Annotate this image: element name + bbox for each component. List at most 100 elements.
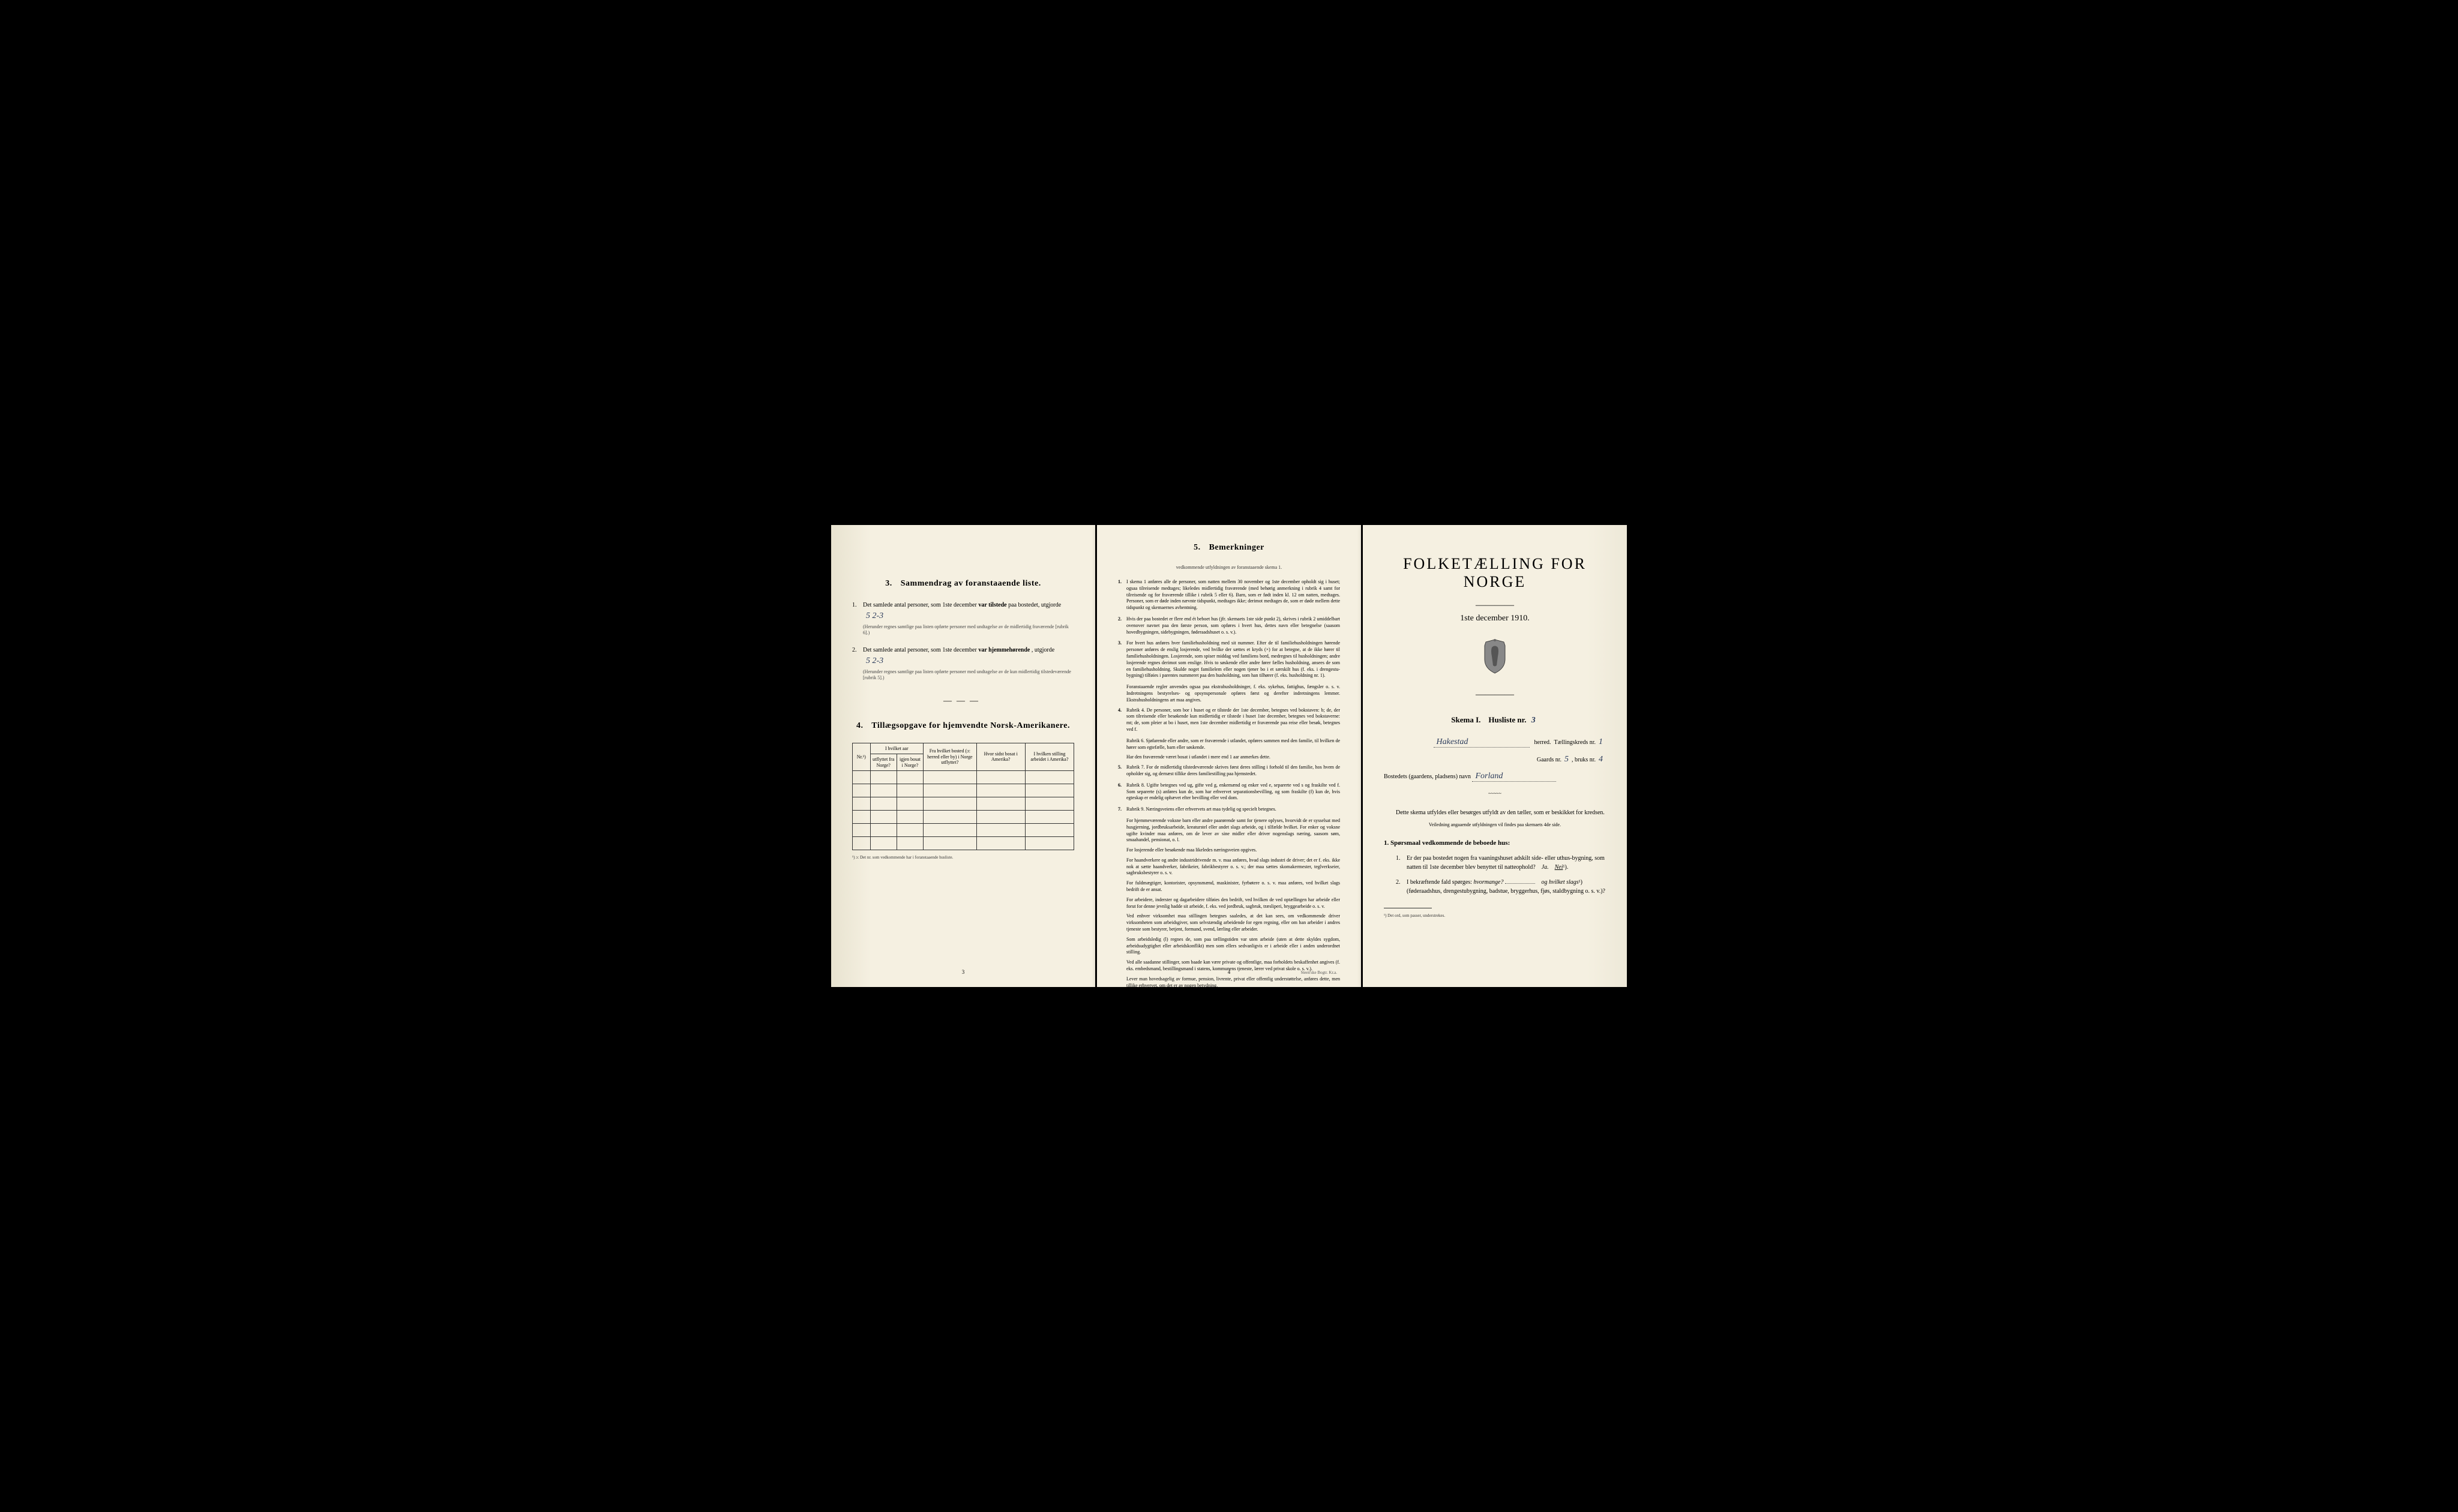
table-cell	[853, 797, 871, 811]
item-1-content: Det samlede antal personer, som 1ste dec…	[863, 601, 1074, 637]
item-2-value: 5 2-3	[863, 655, 886, 667]
item-2-note: (Herunder regnes samtlige paa listen opf…	[863, 669, 1074, 682]
remark-item: 6.Rubrik 8. Ugifte betegnes ved ug, gift…	[1118, 782, 1340, 802]
main-title: FOLKETÆLLING FOR NORGE	[1384, 555, 1606, 591]
divider: ———	[852, 697, 1074, 706]
q2-hvor: hvormange?	[1473, 879, 1503, 886]
bosted-label: Bostedets (gaardens, pladsens) navn	[1384, 773, 1471, 780]
table-row	[853, 784, 1074, 797]
table-cell	[924, 824, 977, 837]
remark-sub: Foranstaaende regler anvendes ogsaa paa …	[1126, 684, 1340, 703]
taellingskreds-label: Tællingskreds nr.	[1554, 739, 1596, 746]
remark-num: 7.	[1118, 806, 1126, 813]
table-cell	[1025, 771, 1074, 784]
th-aar-group: I hvilket aar	[870, 743, 924, 754]
q2-sup: ¹)	[1579, 879, 1582, 886]
table-body	[853, 771, 1074, 850]
amerikanere-table: Nr.¹) I hvilket aar Fra hvilket bosted (…	[852, 743, 1074, 851]
table-cell	[853, 811, 871, 824]
section-3-heading: 3. Sammendrag av foranstaaende liste.	[852, 579, 1074, 589]
table-cell	[976, 784, 1025, 797]
remark-num: 8.	[1118, 1003, 1126, 1009]
remark-sub: Ved forhenværende næringsdrivende, embed…	[1126, 992, 1340, 999]
table-cell	[870, 811, 897, 824]
remark-item: 1.I skema 1 anføres alle de personer, so…	[1118, 579, 1340, 611]
table-cell	[870, 797, 897, 811]
page-right: FOLKETÆLLING FOR NORGE ———— 1ste decembe…	[1363, 525, 1627, 987]
table-cell	[853, 824, 871, 837]
remark-text: I skema 1 anføres alle de personer, som …	[1126, 579, 1340, 611]
item-2-text-after: , utgjorde	[1032, 647, 1054, 653]
remark-sub: For fuldmægtiger, kontorister, opsynsmæn…	[1126, 880, 1340, 893]
section-3-title: Sammendrag av foranstaaende liste.	[901, 579, 1041, 588]
summary-item-2: 2. Det samlede antal personer, som 1ste …	[852, 646, 1074, 682]
q2-num: 2.	[1396, 878, 1407, 896]
q1-sup: ¹).	[1563, 864, 1569, 871]
table-cell	[1025, 837, 1074, 850]
remark-num: 1.	[1118, 579, 1126, 611]
bruks-nr: 4	[1596, 755, 1606, 764]
th-utflyttet: utflyttet fra Norge?	[870, 754, 897, 771]
item-1-bold: var tilstede	[978, 602, 1006, 608]
table-row	[853, 824, 1074, 837]
question-2: 2. I bekræftende fald spørges: hvormange…	[1396, 878, 1606, 896]
shield-icon	[1480, 638, 1510, 674]
page3-footnote: ¹) Det ord, som passer, understrekes.	[1384, 913, 1606, 918]
remark-text: Rubrik 7. For de midlertidig tilstedevær…	[1126, 764, 1340, 778]
q2-hvilket: hvilket slags	[1549, 879, 1579, 886]
section-4-heading: 4. Tillægsopgave for hjemvendte Norsk-Am…	[852, 721, 1074, 731]
section-3-number: 3.	[885, 579, 892, 588]
table-cell	[853, 784, 871, 797]
page-left: 3. Sammendrag av foranstaaende liste. 1.…	[831, 525, 1095, 987]
q-heading-num: 1.	[1384, 839, 1389, 847]
table-cell	[853, 771, 871, 784]
table-cell	[924, 811, 977, 824]
item-1-note: (Herunder regnes samtlige paa listen opf…	[863, 624, 1074, 637]
remark-sub: Som arbeidsledig (l) regnes de, som paa …	[1126, 937, 1340, 956]
table-cell	[976, 824, 1025, 837]
table-cell	[976, 811, 1025, 824]
remark-text: Rubrik 4. De personer, som bor i huset o…	[1126, 707, 1340, 733]
document-container: 3. Sammendrag av foranstaaende liste. 1.…	[831, 525, 1627, 987]
item-1-num: 1.	[852, 601, 863, 637]
remark-item: 3.For hvert hus anføres hver familiehush…	[1118, 640, 1340, 679]
item-2-bold: var hjemmehørende	[978, 647, 1030, 653]
herred-value: Hakestad	[1434, 737, 1471, 747]
page-number-4: 4	[1228, 969, 1231, 975]
remark-num: 6.	[1118, 782, 1126, 802]
remark-item: 8.Rubrik 14. Sinker og lignende aandsslø…	[1118, 1003, 1340, 1009]
section-4-title: Tillægsopgave for hjemvendte Norsk-Ameri…	[871, 721, 1070, 730]
coat-of-arms	[1384, 638, 1606, 677]
section-5-heading: 5. Bemerkninger	[1118, 543, 1340, 553]
table-cell	[1025, 784, 1074, 797]
item-2-content: Det samlede antal personer, som 1ste dec…	[863, 646, 1074, 682]
remark-item: 4.Rubrik 4. De personer, som bor i huset…	[1118, 707, 1340, 733]
item-1-text-after: paa bostedet, utgjorde	[1008, 602, 1061, 608]
remark-sub: Som blinde regnes de, som ikke har gangs…	[1126, 1014, 1340, 1021]
q1-text: Er der paa bostedet nogen fra vaaningshu…	[1407, 855, 1605, 871]
th-amerika: Hvor sidst bosat i Amerika?	[976, 743, 1025, 771]
page-center: 5. Bemerkninger vedkommende utfyldningen…	[1097, 525, 1361, 987]
q2-text-after: (føderaadshus, drengestubygning, badstue…	[1407, 888, 1605, 895]
item-1-value: 5 2-3	[863, 610, 886, 622]
gaards-label: Gaards nr.	[1537, 757, 1561, 763]
remark-sub: Lever man hovedsagelig av formue, pensio…	[1126, 976, 1340, 989]
question-1: 1. Er der paa bostedet nogen fra vaaning…	[1396, 854, 1606, 872]
th-stilling: I hvilken stilling arbeidet i Amerika?	[1025, 743, 1074, 771]
section-4-number: 4.	[856, 721, 864, 730]
table-cell	[924, 784, 977, 797]
table-cell	[1025, 797, 1074, 811]
remarks-container: 1.I skema 1 anføres alle de personer, so…	[1118, 579, 1340, 1021]
remark-sub: Har den fraværende været bosat i utlande…	[1126, 754, 1340, 761]
gaards-line: Gaards nr. 5 , bruks nr. 4	[1384, 755, 1606, 764]
herred-label: herred.	[1534, 739, 1551, 746]
table-cell	[870, 784, 897, 797]
table-cell	[924, 771, 977, 784]
table-cell	[870, 771, 897, 784]
table-cell	[897, 797, 923, 811]
remark-text: Rubrik 8. Ugifte betegnes ved ug, gifte …	[1126, 782, 1340, 802]
table-cell	[897, 824, 923, 837]
instruction-sub: Veiledning angaaende utfyldningen vil fi…	[1384, 822, 1606, 827]
table-cell	[870, 824, 897, 837]
bruks-label: bruks nr.	[1575, 757, 1596, 763]
